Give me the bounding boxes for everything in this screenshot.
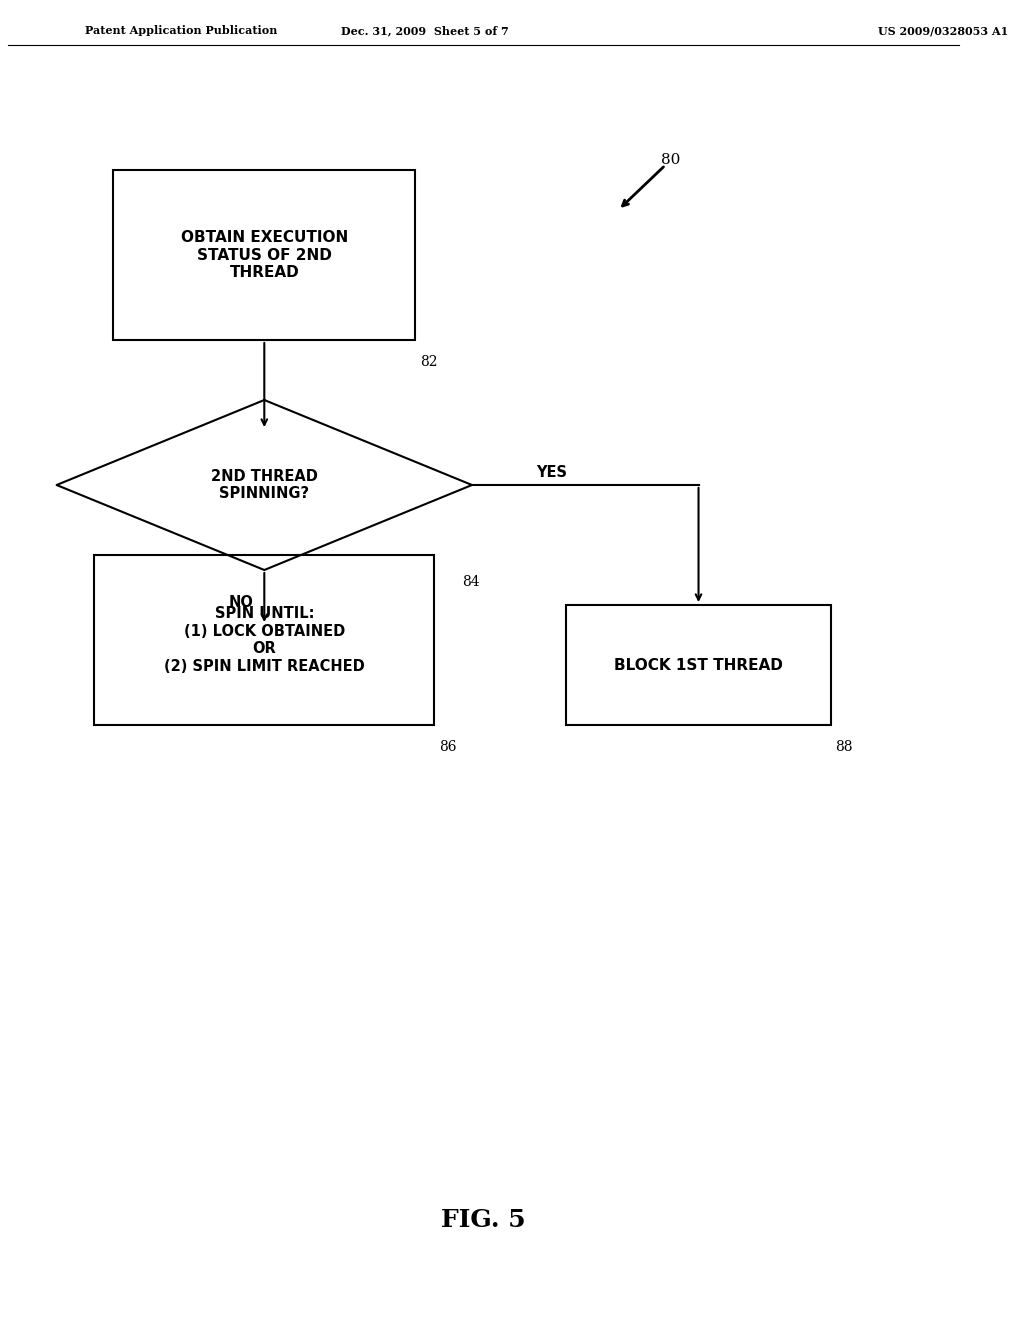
Text: 2ND THREAD
SPINNING?: 2ND THREAD SPINNING? [211, 469, 317, 502]
Text: FIG. 5: FIG. 5 [441, 1208, 525, 1232]
Text: Dec. 31, 2009  Sheet 5 of 7: Dec. 31, 2009 Sheet 5 of 7 [341, 25, 509, 36]
Text: 86: 86 [439, 741, 457, 754]
Text: 84: 84 [463, 576, 480, 589]
Text: 80: 80 [660, 153, 680, 168]
Text: Patent Application Publication: Patent Application Publication [85, 25, 278, 36]
Text: OBTAIN EXECUTION
STATUS OF 2ND
THREAD: OBTAIN EXECUTION STATUS OF 2ND THREAD [180, 230, 348, 280]
FancyBboxPatch shape [566, 605, 830, 725]
FancyBboxPatch shape [114, 170, 416, 341]
Text: 82: 82 [420, 355, 437, 370]
Text: BLOCK 1ST THREAD: BLOCK 1ST THREAD [614, 657, 783, 672]
Text: NO: NO [228, 595, 253, 610]
Text: SPIN UNTIL:
(1) LOCK OBTAINED
OR
(2) SPIN LIMIT REACHED: SPIN UNTIL: (1) LOCK OBTAINED OR (2) SPI… [164, 606, 365, 673]
Text: US 2009/0328053 A1: US 2009/0328053 A1 [878, 25, 1008, 36]
Polygon shape [56, 400, 472, 570]
Text: YES: YES [536, 465, 566, 480]
Text: 88: 88 [836, 741, 853, 754]
FancyBboxPatch shape [94, 554, 434, 725]
